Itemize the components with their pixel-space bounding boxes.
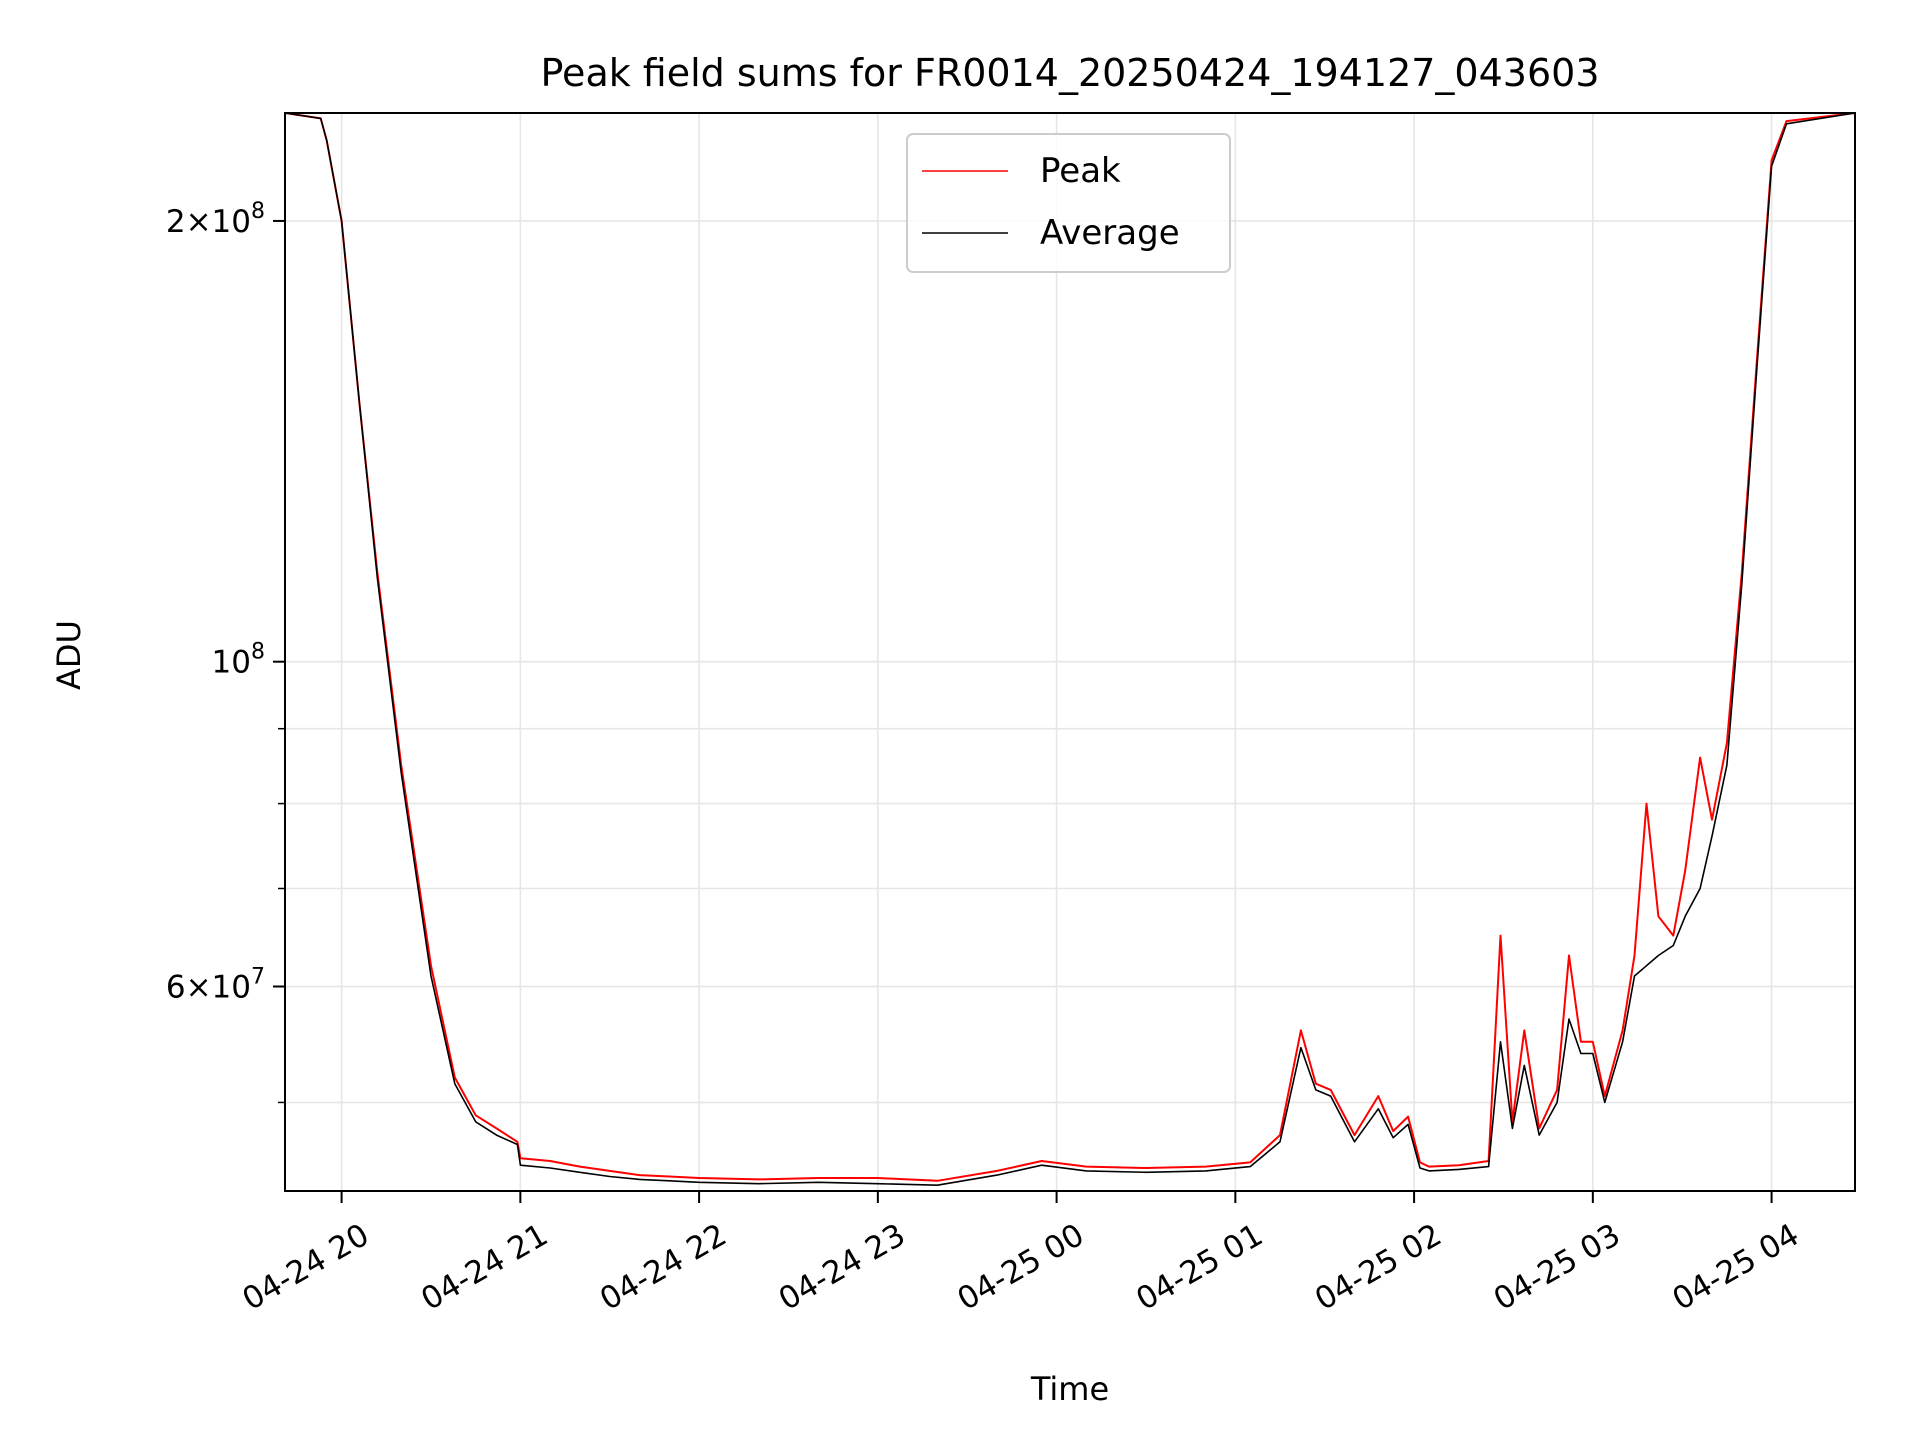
- chart-title: Peak field sums for FR0014_20250424_1941…: [541, 51, 1600, 95]
- grid-lines: [285, 113, 1855, 1191]
- series-layer: [284, 112, 1856, 1186]
- legend: Peak Average: [906, 133, 1231, 273]
- plot-frame: [284, 112, 1856, 1192]
- x-axis-label: Time: [1030, 1370, 1109, 1408]
- legend-label-average: Average: [1040, 213, 1180, 253]
- y-tick-label: 2×108: [166, 199, 265, 240]
- series-line-peak: [284, 112, 1856, 1182]
- y-tick-label: 6×107: [166, 965, 265, 1006]
- series-line-average: [284, 112, 1856, 1186]
- legend-frame: [906, 133, 1231, 273]
- legend-label-peak: Peak: [1040, 151, 1121, 191]
- y-tick-label: 108: [212, 640, 265, 681]
- y-axis-label: ADU: [50, 620, 88, 690]
- y-axis-ticks: 6×107 108 2×108: [166, 199, 285, 1104]
